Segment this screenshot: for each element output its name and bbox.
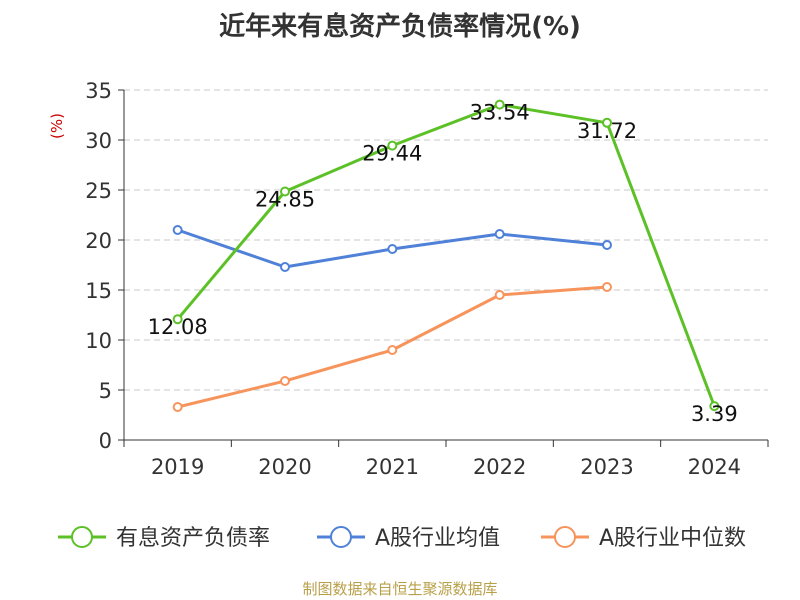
data-point bbox=[494, 99, 505, 110]
data-point bbox=[602, 117, 612, 128]
data-label: 12.08 bbox=[148, 315, 208, 339]
data-point bbox=[172, 225, 183, 235]
source-footer: 制图数据来自恒生聚源数据库 bbox=[302, 580, 498, 598]
legend-label: A股行业均值 bbox=[375, 526, 500, 551]
series-line bbox=[176, 103, 716, 407]
data-point bbox=[494, 290, 505, 300]
data-point bbox=[387, 140, 398, 151]
x-tick-label: 2021 bbox=[366, 455, 419, 479]
legend-label: 有息资产负债率 bbox=[116, 526, 270, 551]
y-tick-label: 0 bbox=[99, 429, 112, 453]
y-tick-label: 30 bbox=[85, 129, 112, 153]
chart-title: 近年来有息资产负债率情况(%) bbox=[219, 12, 581, 42]
x-tick-label: 2019 bbox=[151, 455, 204, 479]
data-label: 29.44 bbox=[362, 142, 422, 166]
data-point bbox=[280, 262, 290, 272]
data-point bbox=[280, 186, 290, 197]
y-tick-label: 25 bbox=[85, 179, 112, 203]
data-point bbox=[172, 402, 183, 412]
x-tick-label: 2020 bbox=[258, 455, 311, 479]
x-tick-label: 2022 bbox=[473, 455, 526, 479]
legend-label: A股行业中位数 bbox=[599, 526, 746, 551]
data-point bbox=[280, 376, 290, 386]
y-tick-label: 20 bbox=[85, 229, 112, 253]
data-point bbox=[172, 314, 183, 325]
data-point bbox=[709, 401, 720, 412]
data-point bbox=[494, 229, 505, 239]
y-tick-label: 10 bbox=[85, 329, 112, 353]
data-point bbox=[387, 345, 398, 355]
data-label: 24.85 bbox=[255, 188, 315, 212]
data-point bbox=[602, 282, 612, 292]
x-tick-label: 2024 bbox=[688, 455, 741, 479]
y-tick-label: 5 bbox=[99, 379, 112, 403]
x-tick-label: 2023 bbox=[580, 455, 633, 479]
y-axis-label: (%) bbox=[48, 113, 66, 139]
legend-marker bbox=[71, 526, 93, 548]
data-label: 31.72 bbox=[577, 119, 637, 143]
y-tick-label: 15 bbox=[85, 279, 112, 303]
data-label: 33.54 bbox=[470, 101, 530, 125]
data-point bbox=[602, 240, 612, 250]
y-tick-label: 35 bbox=[85, 79, 112, 103]
data-label: 3.39 bbox=[691, 402, 738, 426]
legend-marker bbox=[554, 526, 576, 548]
legend-marker bbox=[330, 526, 352, 548]
data-point bbox=[387, 244, 398, 254]
